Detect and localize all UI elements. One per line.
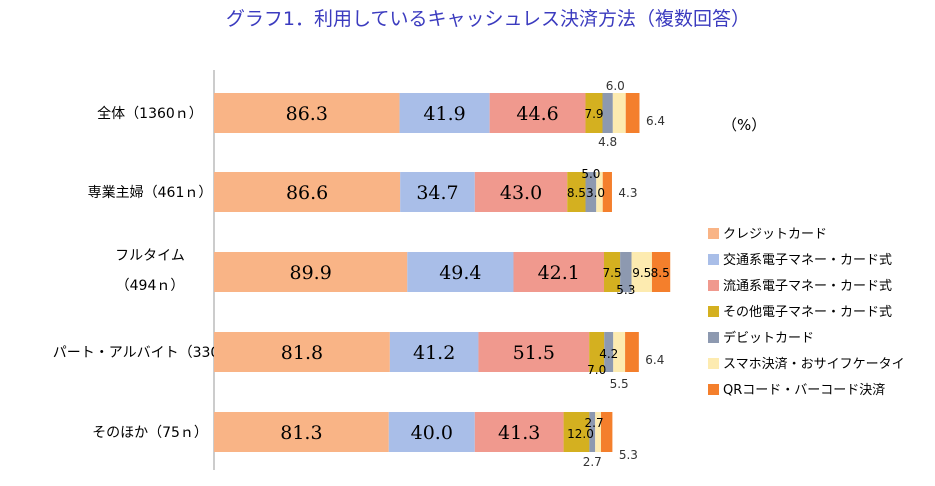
legend-label: スマホ決済・おサイフケータイ: [723, 356, 905, 372]
bar-segment: [214, 252, 408, 292]
legend-swatch: [708, 358, 719, 369]
bar-segment: [478, 332, 590, 372]
legend-swatch: [708, 228, 719, 239]
bar-segment: [389, 332, 479, 372]
legend-swatch: [708, 306, 719, 317]
data-label: 12.0: [567, 427, 594, 441]
legend-swatch: [708, 332, 719, 343]
bar-segment: [620, 252, 632, 292]
bar-segment: [651, 252, 671, 292]
bar-segment: [474, 412, 564, 452]
data-label: 81.8: [281, 342, 323, 364]
data-label: 4.2: [599, 347, 618, 361]
bar-segment: [589, 332, 605, 372]
category-label: 専業主婦（461ｎ）: [88, 184, 213, 201]
data-label: 2.7: [583, 455, 602, 469]
legend-swatch: [708, 254, 719, 265]
data-label: 86.6: [286, 182, 328, 204]
data-label: 41.2: [413, 342, 455, 364]
bar-segment: [214, 412, 389, 452]
data-label: 5.3: [619, 448, 638, 462]
bar-segment: [631, 252, 652, 292]
data-label: 40.0: [411, 422, 453, 444]
category-label: そのほか（75ｎ）: [92, 425, 208, 441]
category-label: 全体（1360ｎ）: [97, 105, 203, 122]
data-label: 8.5: [651, 266, 670, 280]
legend: クレジットカード交通系電子マネー・カード式流通系電子マネー・カード式その他電子マ…: [708, 227, 905, 398]
data-label: 44.6: [516, 103, 558, 125]
data-label: 3.0: [586, 186, 605, 200]
data-label: 7.5: [603, 266, 622, 280]
bar-segment: [567, 172, 586, 212]
bar-segment: [612, 93, 626, 133]
bar-segment: [214, 332, 390, 372]
bar-segment: [513, 252, 605, 292]
bar-segment: [602, 93, 613, 133]
data-label: 7.9: [584, 107, 603, 121]
data-label: 8.5: [567, 186, 586, 200]
legend-label: 流通系電子マネー・カード式: [723, 279, 892, 294]
data-label: 42.1: [538, 262, 580, 284]
data-label: 89.9: [289, 262, 331, 284]
bar-segment: [388, 412, 475, 452]
data-label: 9.5: [632, 266, 651, 280]
data-label: 86.3: [286, 103, 328, 125]
legend-swatch: [708, 280, 719, 291]
bar-segment: [585, 93, 603, 133]
legend-label: 交通系電子マネー・カード式: [723, 252, 892, 268]
bar-segment: [625, 93, 640, 133]
data-label: 6.4: [645, 353, 664, 367]
bar-segment: [613, 332, 626, 372]
category-labels: 全体（1360ｎ） 専業主婦（461ｎ） フルタイム （494ｎ） パート・アルバイト（…: [53, 105, 248, 441]
data-label: 5.5: [610, 377, 629, 391]
bar-segment: [625, 332, 639, 372]
bar-segment: [596, 172, 603, 212]
unit-label: （%）: [722, 116, 766, 134]
data-label: 4.8: [598, 135, 617, 149]
data-label: 2.7: [585, 416, 604, 430]
data-labels: 86.3 41.9 44.6 7.9 4.8 6.0 6.4 86.6 34.7 43.0 8.5 5…: [280, 79, 670, 469]
bar-segment: [563, 412, 590, 452]
bar-segment: [474, 172, 568, 212]
legend-label: クレジットカード: [723, 227, 827, 242]
data-label: 5.0: [581, 167, 600, 181]
bar-segment: [604, 252, 621, 292]
bar-segment: [400, 172, 475, 212]
category-label: フルタイム: [115, 248, 185, 264]
bar-segment: [589, 412, 596, 452]
legend-swatch: [708, 384, 719, 395]
category-label: パート・アルバイト（330ｎ）: [53, 345, 248, 361]
legend-label: QRコード・バーコード決済: [723, 382, 885, 398]
bar-segment: [214, 93, 400, 133]
chart-title: グラフ1．利用しているキャッシュレス決済方法（複数回答）: [226, 8, 750, 30]
bars: [214, 93, 671, 452]
data-label: 41.3: [498, 422, 540, 444]
bar-segment: [585, 172, 597, 212]
bar-segment: [407, 252, 514, 292]
data-label: 43.0: [500, 182, 542, 204]
data-label: 51.5: [513, 342, 555, 364]
bar-segment: [595, 412, 601, 452]
data-label: 6.0: [606, 79, 625, 93]
data-label: 5.3: [616, 283, 635, 297]
bar-segment: [602, 172, 612, 212]
bar-segment: [399, 93, 490, 133]
bar-segment: [601, 412, 613, 452]
data-label: 34.7: [416, 182, 458, 204]
bar-segment: [604, 332, 614, 372]
data-label: 4.3: [618, 186, 637, 200]
legend-label: その他電子マネー・カード式: [723, 305, 892, 320]
data-label: 6.4: [646, 114, 665, 128]
category-label: （494ｎ）: [116, 278, 185, 294]
bar-segment: [214, 172, 401, 212]
bar-segment: [489, 93, 586, 133]
data-label: 7.0: [587, 363, 606, 377]
data-label: 49.4: [439, 262, 481, 284]
legend-label: デビットカード: [723, 330, 814, 346]
data-label: 81.3: [280, 422, 322, 444]
data-label: 41.9: [423, 103, 465, 125]
